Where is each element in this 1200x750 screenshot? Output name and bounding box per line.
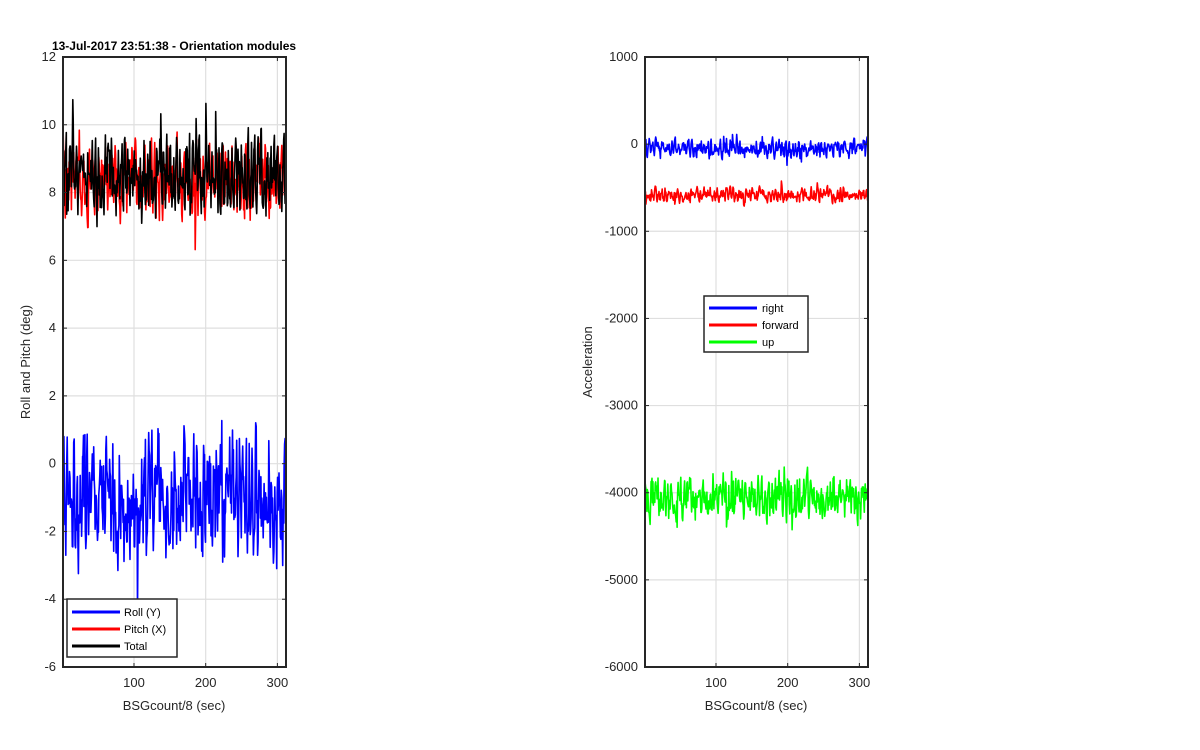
legend-label-roll: Roll (Y) [124,607,161,619]
y-tick-label: 12 [42,49,56,64]
legend-label-forward: forward [762,320,799,332]
series-line-forward [644,180,869,207]
y-tick-label: 2 [49,388,56,403]
axes-box [644,56,869,668]
chart-title: 13-Jul-2017 23:51:38 - Orientation modul… [52,39,296,53]
y-tick-label: -4 [44,591,56,606]
tick-labels: 100 200 300 -6000 -5000 -4000 -3000 -2000 -1000 0… [605,49,870,690]
y-tick-label: -5000 [605,572,638,587]
legend-label-right: right [762,303,783,315]
y-tick-label: -2 [44,523,56,538]
y-axis-label: Acceleration [580,326,595,398]
y-tick-label: -3000 [605,398,638,413]
orientation-axes: 100 200 300 -6 -4 -2 0 2 4 6 8 10 12 13-Jul-2017 23:… [18,39,296,713]
series-line-total [62,98,287,228]
axes-box [62,56,287,668]
legend: Roll (Y) Pitch (X) Total [66,598,178,658]
tick-labels: 100 200 300 -6 -4 -2 0 2 4 6 8 10 12 [42,49,289,690]
y-tick-label: -4000 [605,485,638,500]
x-tick-label: 100 [123,675,145,690]
legend-label-pitch: Pitch (X) [124,624,166,636]
y-tick-label: 0 [631,136,638,151]
y-tick-label: -1000 [605,223,638,238]
x-axis-label: BSGcount/8 (sec) [123,698,226,713]
legend: right forward up [703,295,809,353]
series-line-up [644,466,869,531]
y-tick-label: 10 [42,117,56,132]
series-lines [62,98,287,612]
y-tick-label: -6 [44,659,56,674]
acceleration-axes: 100 200 300 -6000 -5000 -4000 -3000 -2000 -1000 0… [580,49,870,713]
legend-label-total: Total [124,641,147,653]
x-tick-label: 100 [705,675,727,690]
y-tick-label: 8 [49,185,56,200]
y-tick-label: 4 [49,320,56,335]
x-tick-label: 200 [777,675,799,690]
y-axis-label: Roll and Pitch (deg) [18,305,33,419]
y-tick-label: 6 [49,252,56,267]
series-line-roll-y [62,419,287,612]
y-tick-label: -2000 [605,310,638,325]
legend-label-up: up [762,337,774,349]
y-tick-label: 1000 [609,49,638,64]
y-tick-label: 0 [49,456,56,471]
x-tick-label: 200 [195,675,217,690]
x-tick-label: 300 [849,675,871,690]
series-line-right [644,133,869,166]
x-axis-label: BSGcount/8 (sec) [705,698,808,713]
y-tick-label: -6000 [605,659,638,674]
plot-area [645,57,868,667]
series-lines [644,133,869,531]
x-tick-label: 300 [267,675,289,690]
